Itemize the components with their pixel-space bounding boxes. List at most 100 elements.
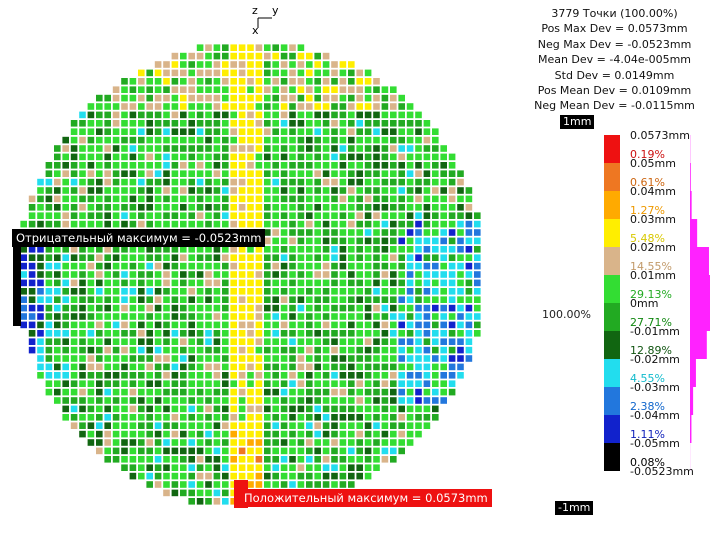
heatmap-cell (129, 153, 137, 161)
heatmap-cell (70, 321, 78, 329)
heatmap-cell (222, 111, 229, 119)
heatmap-cell (247, 136, 254, 144)
heatmap-cell (322, 472, 330, 480)
heatmap-cell (154, 355, 162, 362)
heatmap-cell (348, 78, 355, 85)
heatmap-cell (45, 220, 53, 228)
heatmap-cell (87, 405, 95, 413)
heatmap-cell (297, 204, 305, 211)
heatmap-cell (331, 447, 338, 455)
heatmap-cell (247, 61, 254, 68)
heatmap-cell (129, 271, 137, 278)
heatmap-cell (406, 321, 414, 329)
heatmap-cell (121, 120, 128, 127)
heatmap-cell (306, 78, 313, 85)
heatmap-cell (70, 338, 78, 345)
heatmap-cell (146, 456, 153, 463)
heatmap-cell (104, 288, 111, 295)
heatmap-cell (247, 187, 254, 194)
heatmap-cell (272, 405, 279, 413)
heatmap-cell (457, 195, 464, 203)
heatmap-cell (104, 346, 111, 354)
heatmap-cell (306, 153, 313, 161)
heatmap-cell (348, 414, 355, 421)
heatmap-cell (339, 279, 347, 287)
heatmap-cell (45, 288, 53, 295)
heatmap-cell (272, 346, 279, 354)
heatmap-cell (247, 52, 254, 60)
heatmap-cell (432, 254, 439, 261)
heatmap-cell (398, 321, 405, 329)
heatmap-cell (138, 372, 145, 379)
heatmap-cell (264, 355, 271, 362)
heatmap-cell (62, 246, 69, 253)
heatmap-cell (222, 338, 229, 345)
heatmap-cell (314, 195, 321, 203)
heatmap-cell (54, 254, 61, 261)
heatmap-cell (188, 94, 195, 102)
heatmap-cell (373, 162, 380, 169)
heatmap-cell (314, 187, 321, 194)
heatmap-cell (171, 78, 179, 85)
heatmap-cell (432, 346, 439, 354)
heatmap-cell (112, 430, 120, 438)
heatmap-cell (54, 363, 61, 371)
heatmap-cell (205, 397, 212, 404)
heatmap-cell (70, 178, 78, 186)
heatmap-cell (188, 346, 195, 354)
heatmap-cell (398, 220, 405, 228)
heatmap-cell (70, 388, 78, 396)
heatmap-cell (331, 195, 338, 203)
heatmap-cell (381, 94, 389, 102)
legend-color-block (604, 191, 620, 219)
heatmap-cell (96, 212, 103, 219)
heatmap-cell (364, 330, 372, 337)
heatmap-cell (79, 397, 86, 404)
heatmap-cell (364, 346, 372, 354)
heatmap-cell (306, 195, 313, 203)
heatmap-cell (154, 69, 162, 77)
heatmap-cell (129, 246, 137, 253)
heatmap-cell (87, 439, 95, 446)
heatmap-cell (45, 321, 53, 329)
heatmap-cell (54, 170, 61, 177)
heatmap-cell (373, 153, 380, 161)
heatmap-cell (62, 187, 69, 194)
heatmap-cell (163, 439, 170, 446)
heatmap-cell (457, 288, 464, 295)
heatmap-cell (381, 195, 389, 203)
heatmap-cell (171, 128, 179, 135)
heatmap-cell (339, 103, 347, 110)
heatmap-cell (306, 136, 313, 144)
heatmap-cell (79, 321, 86, 329)
heatmap-cell (188, 103, 195, 110)
heatmap-cell (196, 481, 204, 488)
heatmap-cell (230, 94, 237, 102)
heatmap-cell (96, 220, 103, 228)
heatmap-cell (230, 422, 237, 429)
heatmap-cell (348, 346, 355, 354)
heatmap-cell (213, 103, 221, 110)
heatmap-cell (138, 145, 145, 152)
heatmap-cell (104, 456, 111, 463)
heatmap-cell (373, 414, 380, 421)
heatmap-cell (415, 271, 422, 278)
heatmap-cell (297, 187, 305, 194)
heatmap-cell (264, 422, 271, 429)
heatmap-cell (322, 355, 330, 362)
heatmap-cell (247, 145, 254, 152)
heatmap-cell (171, 422, 179, 429)
heatmap-cell (188, 430, 195, 438)
heatmap-cell (180, 246, 187, 253)
heatmap-cell (465, 237, 473, 245)
heatmap-cell (423, 262, 431, 270)
heatmap-cell (104, 254, 111, 261)
heatmap-cell (415, 372, 422, 379)
heatmap-cell (272, 397, 279, 404)
heatmap-cell (238, 178, 246, 186)
heatmap-cell (96, 338, 103, 345)
heatmap-cell (280, 363, 288, 371)
heatmap-cell (280, 279, 288, 287)
heatmap-cell (373, 313, 380, 320)
heatmap-cell (146, 187, 153, 194)
